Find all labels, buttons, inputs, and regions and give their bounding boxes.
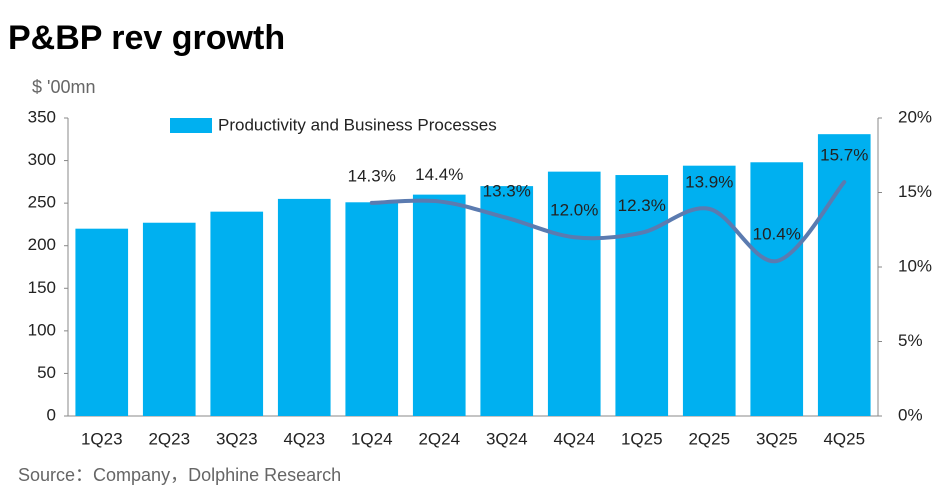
bar bbox=[210, 211, 264, 416]
value-label: 12.0% bbox=[550, 201, 598, 220]
x-tick-label: 2Q24 bbox=[418, 429, 460, 448]
x-tick-label: 1Q25 bbox=[621, 429, 663, 448]
bar bbox=[75, 228, 129, 416]
y-tick-label: 300 bbox=[28, 150, 56, 169]
line bbox=[369, 180, 847, 264]
y2-tick-label: 5% bbox=[898, 331, 923, 350]
y-tick-label: 0 bbox=[47, 405, 56, 424]
value-label: 10.4% bbox=[753, 225, 801, 244]
y-tick-label: 50 bbox=[37, 363, 56, 382]
x-tick-label: 2Q25 bbox=[688, 429, 730, 448]
y2-tick-label: 20% bbox=[898, 107, 932, 126]
bar bbox=[277, 198, 331, 416]
x-tick-label: 2Q23 bbox=[148, 429, 190, 448]
value-label: 14.4% bbox=[415, 165, 463, 184]
bar bbox=[142, 222, 196, 416]
bar bbox=[547, 171, 601, 416]
source: Source：Company，Dolphine Research bbox=[18, 465, 341, 485]
bar bbox=[480, 186, 534, 416]
x-tick-label: 4Q25 bbox=[823, 429, 865, 448]
legend-swatch bbox=[170, 118, 212, 133]
y-tick-label: 250 bbox=[28, 193, 56, 212]
bar bbox=[412, 194, 466, 416]
x-tick-label: 1Q24 bbox=[351, 429, 393, 448]
x-tick-label: 4Q24 bbox=[553, 429, 595, 448]
value-label: 15.7% bbox=[820, 146, 868, 165]
unit-label: $ '00mn bbox=[32, 77, 95, 97]
y-tick-label: 350 bbox=[28, 107, 56, 126]
y2-tick-label: 15% bbox=[898, 182, 932, 201]
x-tick-label: 3Q25 bbox=[756, 429, 798, 448]
x-tick-label: 3Q23 bbox=[216, 429, 258, 448]
value-label: 12.3% bbox=[618, 196, 666, 215]
bar bbox=[750, 162, 804, 416]
value-label: 13.3% bbox=[483, 181, 531, 200]
x-tick-label: 1Q23 bbox=[81, 429, 123, 448]
legend-label: Productivity and Business Processes bbox=[218, 115, 497, 134]
chart-title: P&BP rev growth bbox=[8, 19, 285, 57]
y2-tick-label: 10% bbox=[898, 256, 932, 275]
bar bbox=[682, 165, 736, 416]
x-tick-label: 3Q24 bbox=[486, 429, 528, 448]
bar bbox=[345, 202, 399, 416]
y2-tick-label: 0% bbox=[898, 405, 923, 424]
y-tick-label: 100 bbox=[28, 320, 56, 339]
x-tick-label: 4Q23 bbox=[283, 429, 325, 448]
y-tick-label: 200 bbox=[28, 235, 56, 254]
value-label: 14.3% bbox=[348, 166, 396, 185]
y-tick-label: 150 bbox=[28, 278, 56, 297]
bar bbox=[817, 134, 871, 417]
bar bbox=[615, 175, 669, 416]
value-label: 13.9% bbox=[685, 172, 733, 191]
